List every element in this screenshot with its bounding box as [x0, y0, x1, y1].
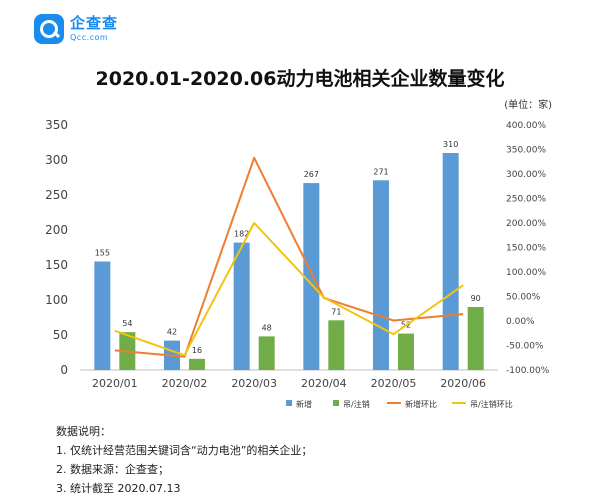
x-tick-label: 2020/02 [162, 377, 208, 390]
brand-name: 企查查 [70, 14, 119, 32]
x-tick-label: 2020/06 [440, 377, 486, 390]
bar-data-label: 271 [373, 167, 388, 176]
y-left-tick-label: 100 [45, 293, 68, 307]
y-right-tick-label: 100.00% [506, 268, 546, 278]
y-left-tick-label: 200 [45, 223, 68, 237]
y-left-tick-label: 150 [45, 258, 68, 272]
legend-label: 新增 [296, 399, 312, 409]
y-left-tick-label: 250 [45, 188, 68, 202]
bar-revoked [189, 358, 205, 370]
note-line-2: 2. 数据来源：企查查； [56, 463, 169, 476]
bar-data-label: 267 [304, 170, 319, 179]
y-left-tick-label: 300 [45, 153, 68, 167]
bar-data-label: 310 [443, 140, 458, 149]
bar-new [233, 242, 250, 370]
data-notes: 数据说明： 1. 仅统计经营范围关键词含“动力电池”的相关企业； 2. 数据来源… [56, 422, 312, 498]
bar-new [303, 183, 320, 370]
brand-domain: Qcc.com [70, 33, 109, 42]
x-tick-label: 2020/01 [92, 377, 138, 390]
bar-new [373, 180, 389, 370]
y-left-tick-label: 50 [53, 328, 68, 342]
legend-label: 新增环比 [405, 399, 437, 409]
legend-label: 吊/注销 [343, 399, 370, 409]
bar-data-label: 182 [234, 230, 249, 239]
legend-swatch [333, 400, 339, 406]
bar-revoked [398, 333, 414, 370]
y-right-tick-label: -50.00% [506, 342, 544, 352]
bar-new [442, 153, 459, 370]
bar-data-label: 54 [122, 319, 132, 328]
bar-data-label: 16 [192, 346, 202, 355]
y-right-tick-label: 300.00% [506, 170, 546, 180]
x-tick-label: 2020/05 [371, 377, 417, 390]
x-tick-label: 2020/03 [231, 377, 277, 390]
y-right-tick-label: 350.00% [506, 146, 546, 156]
x-tick-label: 2020/04 [301, 377, 347, 390]
y-right-tick-label: 0.00% [506, 317, 535, 327]
y-right-tick-label: 250.00% [506, 195, 546, 205]
y-right-tick-label: 50.00% [506, 293, 541, 303]
y-left-tick-label: 350 [45, 118, 68, 132]
y-right-tick-label: 400.00% [506, 121, 546, 131]
bar-data-label: 90 [471, 294, 481, 303]
legend-swatch [286, 400, 292, 406]
unit-label: (单位：家) [504, 100, 552, 111]
brand-logo: 企查查 Qcc.com [34, 14, 118, 44]
bar-data-label: 71 [331, 307, 341, 316]
chart-title: 2020.01-2020.06动力电池相关企业数量变化 [95, 68, 505, 90]
note-line-3: 3. 统计截至 2020.07.13 [56, 482, 181, 495]
line-new-mom [114, 156, 464, 358]
bar-data-label: 155 [95, 249, 110, 258]
legend-label: 吊/注销环比 [470, 399, 513, 409]
bar-revoked [328, 320, 345, 370]
bar-data-label: 42 [167, 328, 177, 337]
search-logo-icon [34, 14, 64, 44]
bar-revoked [258, 336, 275, 370]
bar-new [94, 261, 111, 370]
note-line-1: 1. 仅统计经营范围关键词含“动力电池”的相关企业； [56, 444, 313, 457]
notes-heading: 数据说明： [56, 425, 111, 438]
y-left-tick-label: 0 [60, 363, 68, 377]
y-right-tick-label: -100.00% [506, 366, 550, 376]
line-revoked-mom [114, 222, 464, 357]
bar-revoked [467, 307, 484, 370]
y-right-tick-label: 200.00% [506, 219, 546, 229]
y-right-tick-label: 150.00% [506, 244, 546, 254]
bar-data-label: 48 [262, 323, 272, 332]
